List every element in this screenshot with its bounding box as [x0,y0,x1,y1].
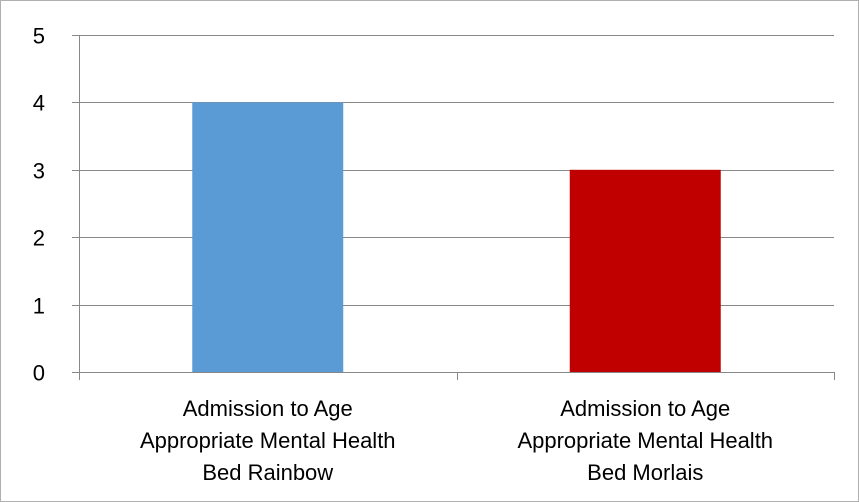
y-tick-label-3: 3 [33,159,45,184]
bar-1 [192,102,344,373]
category-label-line: Appropriate Mental Health [517,428,773,453]
y-tick-labels: 0 1 2 3 4 5 [33,24,45,386]
category-label-line: Bed Rainbow [202,460,333,485]
category-label-line: Admission to Age [560,396,730,421]
y-tick-label-2: 2 [33,226,45,251]
category-label-2: Admission to Age Appropriate Mental Healt… [517,396,773,485]
category-labels: Admission to Age Appropriate Mental Healt… [140,396,773,485]
bar-2 [569,169,721,372]
y-tick-label-4: 4 [33,91,45,116]
category-label-line: Admission to Age [183,396,353,421]
category-label-line: Bed Morlais [587,460,703,485]
bars [192,102,721,373]
axes [72,35,835,380]
category-label-line: Appropriate Mental Health [140,428,396,453]
category-label-1: Admission to Age Appropriate Mental Healt… [140,396,396,485]
y-tick-label-0: 0 [33,361,45,386]
y-tick-label-5: 5 [33,24,45,49]
y-tick-label-1: 1 [33,294,45,319]
